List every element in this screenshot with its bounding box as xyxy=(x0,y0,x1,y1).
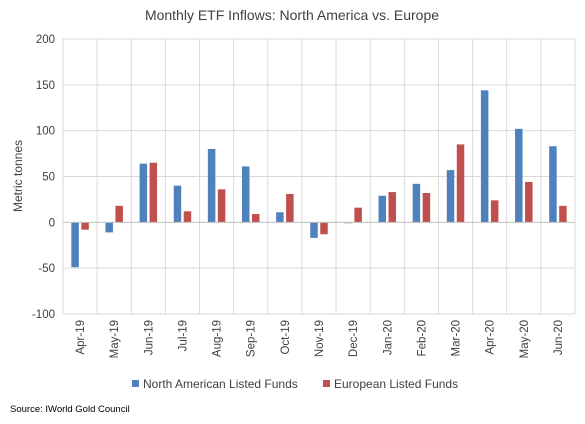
bar-europe xyxy=(183,211,192,223)
bar-north-america xyxy=(412,183,421,223)
bar-europe xyxy=(217,189,226,223)
x-tick-label: Jun-20 xyxy=(553,320,565,355)
bar-europe xyxy=(251,214,260,223)
x-tick-label: Sep-19 xyxy=(246,320,258,357)
bar-north-america xyxy=(378,195,387,223)
source-note: Source: IWorld Gold Council xyxy=(10,404,130,415)
bar-north-america xyxy=(71,222,79,268)
legend-label: European Listed Funds xyxy=(334,377,458,391)
bars xyxy=(71,90,567,268)
y-tick-label: 0 xyxy=(49,217,55,229)
y-tick-label: -100 xyxy=(32,309,55,321)
y-tick-label: 100 xyxy=(36,126,55,138)
axes: -100 -50 0 50 100 150 200 Apr-19 May-19 Jun-19 Jul… xyxy=(32,34,575,358)
y-tick-label: 200 xyxy=(36,34,55,46)
bar-north-america xyxy=(515,128,523,223)
x-tick-label: Jul-19 xyxy=(177,320,189,351)
gridlines xyxy=(62,38,576,315)
y-tick-label: -50 xyxy=(38,263,55,275)
bar-north-america xyxy=(207,149,216,223)
legend: North American Listed Funds European List… xyxy=(132,377,458,391)
legend-swatch xyxy=(132,380,139,387)
x-tick-label: Apr-19 xyxy=(75,320,87,355)
x-tick-label: Apr-20 xyxy=(485,320,497,355)
bar-europe xyxy=(490,200,499,223)
bar-north-america xyxy=(310,222,318,238)
bar-north-america xyxy=(241,166,250,223)
chart-title: Monthly ETF Inflows: North America vs. E… xyxy=(145,7,439,23)
bar-europe xyxy=(115,205,123,223)
y-tick-label: 50 xyxy=(42,172,55,184)
y-tick-label: 150 xyxy=(36,80,55,92)
x-tick-label: Dec-19 xyxy=(348,320,360,357)
bar-europe xyxy=(456,144,465,223)
bar-north-america xyxy=(276,212,284,223)
legend-swatch xyxy=(323,380,330,387)
bar-north-america xyxy=(480,90,489,223)
bar-europe xyxy=(422,193,431,223)
bar-europe xyxy=(320,222,328,235)
x-tick-label: Jan-20 xyxy=(382,320,394,355)
x-tick-label: Oct-19 xyxy=(280,320,292,355)
legend-label: North American Listed Funds xyxy=(143,377,298,391)
bar-europe xyxy=(354,207,362,223)
bar-europe xyxy=(559,205,567,223)
x-tick-label: Jun-19 xyxy=(143,320,155,355)
bar-north-america xyxy=(446,170,455,223)
bar-europe xyxy=(81,222,89,230)
x-tick-label: Nov-19 xyxy=(314,320,326,357)
bar-europe xyxy=(149,162,158,223)
bar-europe xyxy=(525,182,533,223)
bar-europe xyxy=(286,193,294,223)
bar-north-america xyxy=(105,222,113,233)
bar-north-america xyxy=(549,146,557,223)
bar-north-america xyxy=(139,163,148,223)
x-tick-label: May-19 xyxy=(109,320,121,358)
bar-north-america xyxy=(173,185,182,223)
y-axis-title: Metric tonnes xyxy=(11,140,25,212)
x-tick-label: Feb-20 xyxy=(416,320,428,356)
bar-europe xyxy=(388,192,397,223)
x-tick-label: Mar-20 xyxy=(451,320,463,356)
x-tick-label: May-20 xyxy=(519,320,531,358)
x-tick-label: Aug-19 xyxy=(212,320,224,357)
